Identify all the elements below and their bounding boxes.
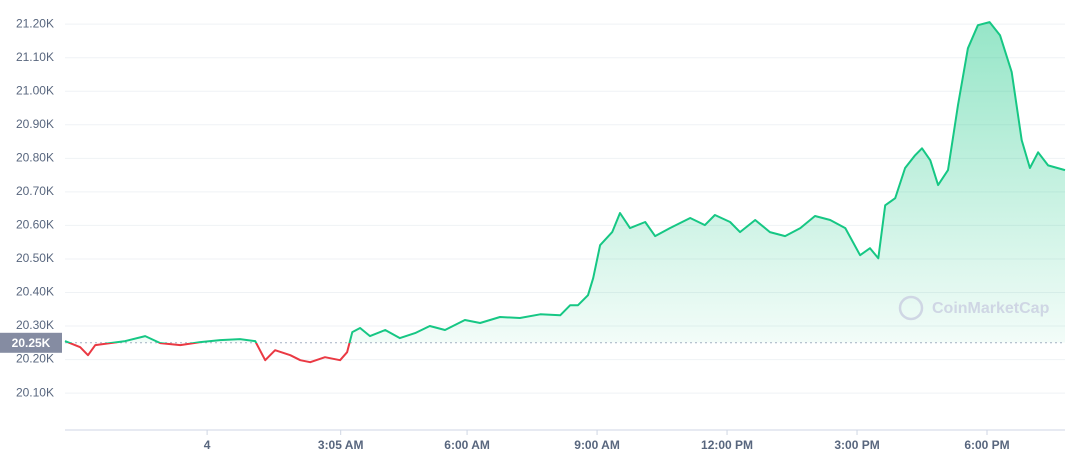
- y-tick-label: 20.80K: [16, 150, 54, 164]
- labels: 20.10K 20.20K 20.30K 20.40K 20.50K 20.60K 20.7…: [0, 16, 1010, 452]
- x-tick-label: 6:00 AM: [444, 438, 490, 452]
- x-tick-label: 3:05 AM: [318, 438, 364, 452]
- x-tick-label: 9:00 AM: [574, 438, 620, 452]
- x-tick-label: 3:00 PM: [834, 438, 879, 452]
- x-tick-label: 4: [204, 438, 211, 452]
- reference-label-box: [0, 332, 62, 353]
- reference-label: 20.25K: [12, 336, 51, 350]
- y-tick-label: 20.40K: [16, 285, 54, 299]
- y-tick-label: 21.20K: [16, 16, 54, 30]
- plot: [64, 21, 1066, 364]
- area: [65, 22, 1065, 343]
- y-tick-label: 21.00K: [16, 83, 54, 97]
- y-tick-label: 20.60K: [16, 218, 54, 232]
- watermark-logo: [898, 295, 924, 321]
- watermark: CoinMarketCap: [932, 300, 1050, 317]
- x-tick-label: 12:00 PM: [701, 438, 753, 452]
- y-tick-label: 20.70K: [16, 184, 54, 198]
- y-tick-label: 20.50K: [16, 251, 54, 265]
- x-tick-label: 6:00 PM: [964, 438, 1009, 452]
- y-tick-label: 20.10K: [16, 385, 54, 399]
- grid: [65, 23, 1065, 435]
- price-line: [64, 21, 1066, 364]
- y-tick-label: 20.30K: [16, 318, 54, 332]
- y-tick-label: 21.10K: [16, 50, 54, 64]
- y-tick-label: 20.90K: [16, 117, 54, 131]
- y-tick-label: 20.20K: [16, 352, 54, 366]
